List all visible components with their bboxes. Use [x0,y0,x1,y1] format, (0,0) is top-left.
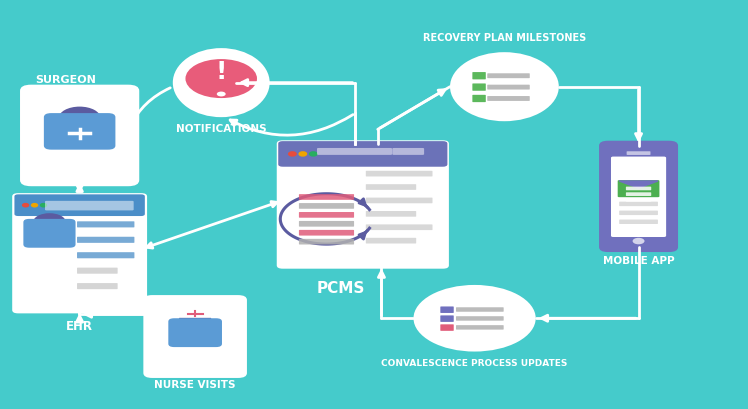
Text: MOBILE APP: MOBILE APP [603,256,675,266]
FancyBboxPatch shape [619,202,658,206]
FancyBboxPatch shape [77,267,117,274]
FancyBboxPatch shape [626,198,652,202]
FancyBboxPatch shape [441,315,454,322]
FancyBboxPatch shape [599,141,678,252]
FancyBboxPatch shape [619,220,658,224]
FancyBboxPatch shape [179,309,212,318]
FancyBboxPatch shape [44,113,115,150]
FancyBboxPatch shape [392,148,424,155]
Text: !: ! [215,61,227,85]
FancyBboxPatch shape [487,96,530,101]
FancyBboxPatch shape [626,187,652,190]
Circle shape [217,92,226,97]
Circle shape [59,107,100,129]
FancyBboxPatch shape [77,221,135,227]
Circle shape [186,59,257,98]
FancyBboxPatch shape [473,95,485,102]
Polygon shape [619,181,658,188]
FancyBboxPatch shape [456,307,503,312]
FancyBboxPatch shape [277,140,449,269]
FancyBboxPatch shape [317,148,392,155]
FancyBboxPatch shape [299,230,354,236]
Text: SURGEON: SURGEON [35,75,96,85]
FancyBboxPatch shape [299,212,354,218]
FancyBboxPatch shape [473,72,485,79]
FancyBboxPatch shape [299,221,354,227]
FancyBboxPatch shape [14,194,145,216]
FancyBboxPatch shape [441,306,454,313]
FancyBboxPatch shape [366,238,416,243]
FancyBboxPatch shape [473,83,485,91]
Circle shape [33,213,66,231]
Circle shape [310,152,317,156]
FancyBboxPatch shape [23,219,76,248]
Ellipse shape [450,52,559,121]
Circle shape [299,152,307,156]
FancyBboxPatch shape [144,295,247,378]
Text: NURSE VISITS: NURSE VISITS [154,380,236,391]
FancyBboxPatch shape [487,73,530,78]
FancyBboxPatch shape [456,316,503,321]
FancyBboxPatch shape [366,198,432,203]
FancyBboxPatch shape [618,180,660,197]
FancyBboxPatch shape [278,141,447,167]
FancyBboxPatch shape [299,194,354,200]
Circle shape [179,311,212,329]
FancyBboxPatch shape [456,325,503,330]
Text: NOTIFICATIONS: NOTIFICATIONS [176,124,266,135]
FancyBboxPatch shape [77,237,135,243]
FancyBboxPatch shape [12,193,147,313]
Circle shape [40,204,46,207]
FancyBboxPatch shape [45,201,134,210]
FancyBboxPatch shape [366,225,432,230]
Text: EHR: EHR [66,320,94,333]
FancyBboxPatch shape [77,283,117,289]
Circle shape [633,238,645,244]
FancyBboxPatch shape [619,211,658,215]
Circle shape [22,204,28,207]
Ellipse shape [173,48,270,117]
FancyBboxPatch shape [441,324,454,331]
FancyBboxPatch shape [299,203,354,209]
FancyBboxPatch shape [366,211,416,217]
Circle shape [289,152,296,156]
FancyBboxPatch shape [366,171,432,176]
FancyBboxPatch shape [487,85,530,90]
FancyBboxPatch shape [626,192,652,196]
Text: RECOVERY PLAN MILESTONES: RECOVERY PLAN MILESTONES [423,33,586,43]
FancyBboxPatch shape [366,184,416,190]
FancyBboxPatch shape [168,318,222,347]
FancyBboxPatch shape [627,151,651,155]
Text: CONVALESCENCE PROCESS UPDATES: CONVALESCENCE PROCESS UPDATES [381,359,568,368]
Circle shape [31,204,37,207]
FancyBboxPatch shape [299,239,354,245]
FancyBboxPatch shape [77,252,135,258]
FancyBboxPatch shape [611,157,666,237]
FancyBboxPatch shape [20,85,139,186]
Text: PCMS: PCMS [316,281,365,296]
Ellipse shape [414,285,536,352]
